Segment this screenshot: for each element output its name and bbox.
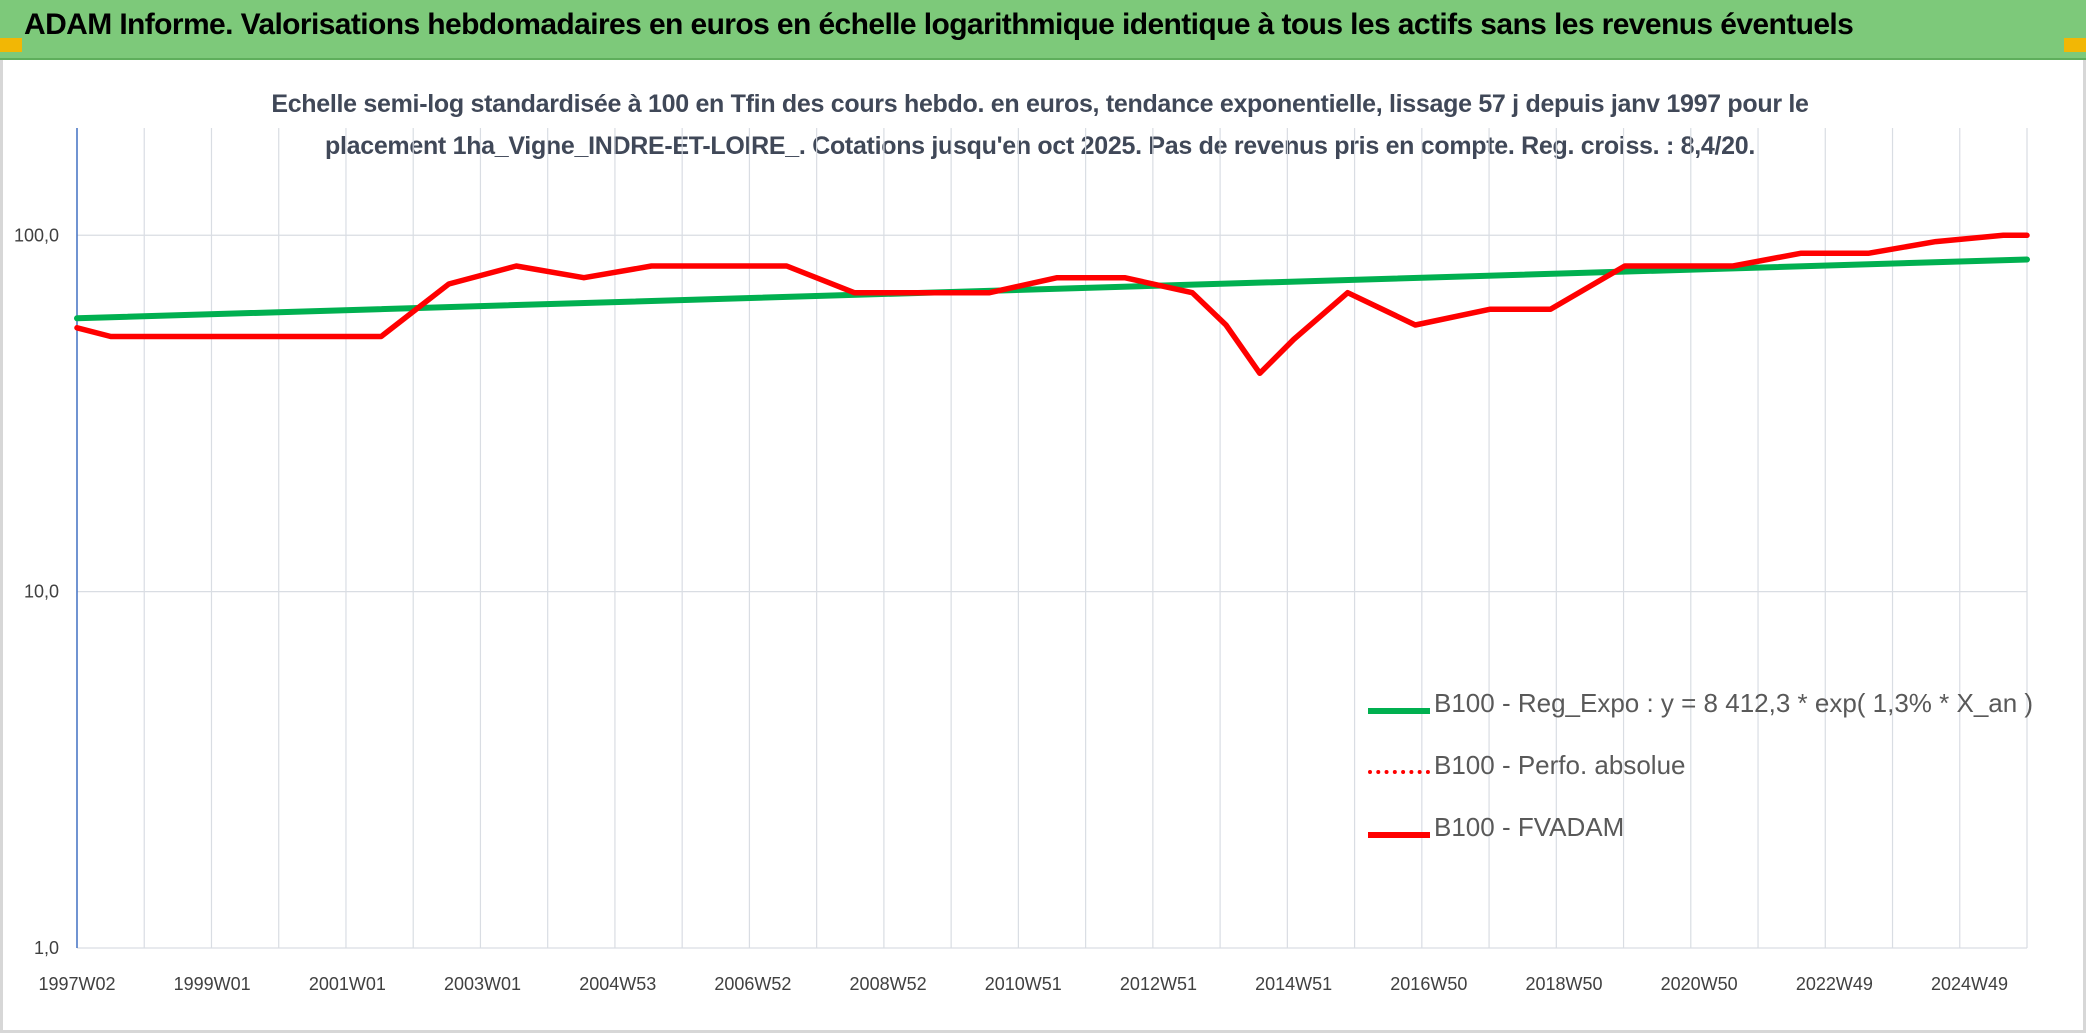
y-tick-label: 10,0 bbox=[24, 582, 59, 602]
x-tick-label: 2020W50 bbox=[1661, 974, 1738, 994]
x-tick-label: 2006W52 bbox=[714, 974, 791, 994]
legend-swatch-reg-expo bbox=[1368, 708, 1430, 714]
corner-marker-top-left bbox=[0, 38, 22, 52]
legend-label-perfo-absolue: B100 - Perfo. absolue bbox=[1434, 750, 1686, 780]
x-tick-label: 2022W49 bbox=[1796, 974, 1873, 994]
series-reg-expo-line bbox=[74, 256, 2030, 322]
x-tick-label: 2010W51 bbox=[985, 974, 1062, 994]
y-tick-label: 100,0 bbox=[14, 225, 59, 245]
chart-title-line2: placement 1ha_Vigne_INDRE-ET-LOIRE_. Cot… bbox=[325, 132, 1755, 160]
x-tick-label: 2012W51 bbox=[1120, 974, 1197, 994]
legend-label-fvadam: B100 - FVADAM bbox=[1434, 812, 1625, 842]
x-tick-label: 2016W50 bbox=[1390, 974, 1467, 994]
series-fvadam-line bbox=[74, 232, 2030, 377]
x-tick-label: 1999W01 bbox=[174, 974, 251, 994]
legend-swatch-fvadam bbox=[1368, 832, 1430, 838]
x-tick-label: 2008W52 bbox=[850, 974, 927, 994]
page-title: ADAM Informe. Valorisations hebdomadaire… bbox=[24, 8, 1854, 41]
x-tick-label: 2018W50 bbox=[1525, 974, 1602, 994]
corner-marker-top-right bbox=[2064, 38, 2086, 52]
x-tick-label: 2014W51 bbox=[1255, 974, 1332, 994]
legend-swatch-perfo-absolue bbox=[1368, 770, 1430, 774]
chart-frame bbox=[0, 60, 2086, 1033]
header-banner: ADAM Informe. Valorisations hebdomadaire… bbox=[0, 0, 2086, 60]
chart-title-line1: Echelle semi-log standardisée à 100 en T… bbox=[271, 90, 1809, 118]
x-tick-label: 1997W02 bbox=[38, 974, 115, 994]
x-tick-label: 2003W01 bbox=[444, 974, 521, 994]
x-tick-label: 2004W53 bbox=[579, 974, 656, 994]
x-tick-label: 2001W01 bbox=[309, 974, 386, 994]
x-tick-label: 2024W49 bbox=[1931, 974, 2008, 994]
legend-label-reg-expo: B100 - Reg_Expo : y = 8 412,3 * exp( 1,3… bbox=[1434, 688, 2034, 718]
y-tick-label: 1,0 bbox=[34, 938, 59, 958]
